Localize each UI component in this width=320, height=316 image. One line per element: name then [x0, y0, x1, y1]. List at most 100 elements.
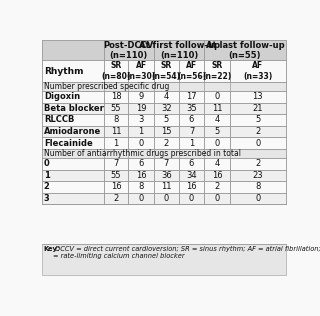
- Bar: [154, 60, 179, 82]
- Text: 7: 7: [189, 127, 194, 136]
- Bar: [230, 114, 286, 126]
- Bar: [42, 103, 104, 114]
- Bar: [179, 103, 204, 114]
- Text: 2: 2: [113, 194, 119, 203]
- Bar: [154, 170, 179, 181]
- Text: 15: 15: [161, 127, 172, 136]
- Bar: [128, 91, 154, 103]
- Bar: [128, 158, 154, 170]
- Bar: [128, 126, 154, 137]
- Bar: [42, 126, 104, 137]
- Bar: [104, 60, 128, 82]
- Bar: [204, 60, 230, 82]
- Bar: [128, 114, 154, 126]
- Bar: [42, 82, 286, 91]
- Text: 16: 16: [136, 171, 147, 180]
- Text: 11: 11: [212, 104, 222, 113]
- Bar: [179, 137, 204, 149]
- Text: 0: 0: [189, 194, 194, 203]
- Bar: [128, 103, 154, 114]
- Text: 6: 6: [189, 159, 194, 168]
- Bar: [128, 137, 154, 149]
- Text: 11: 11: [161, 182, 172, 191]
- Text: 19: 19: [136, 104, 146, 113]
- Bar: [42, 158, 104, 170]
- Bar: [128, 193, 154, 204]
- Bar: [230, 158, 286, 170]
- Text: 0: 0: [139, 138, 144, 148]
- Bar: [42, 91, 104, 103]
- Bar: [42, 244, 286, 275]
- Text: At first follow-up
(n=110): At first follow-up (n=110): [139, 40, 220, 60]
- Bar: [154, 91, 179, 103]
- Text: 2: 2: [255, 127, 260, 136]
- Bar: [179, 91, 204, 103]
- Text: 0: 0: [214, 138, 220, 148]
- Bar: [179, 158, 204, 170]
- Bar: [154, 181, 179, 193]
- Text: 55: 55: [111, 171, 121, 180]
- Text: AF
(n=56): AF (n=56): [177, 61, 206, 81]
- Text: SR
(n=54): SR (n=54): [152, 61, 181, 81]
- Bar: [104, 126, 128, 137]
- Bar: [42, 40, 104, 60]
- Bar: [204, 126, 230, 137]
- Text: 8: 8: [255, 182, 260, 191]
- Text: 55: 55: [111, 104, 121, 113]
- Bar: [154, 193, 179, 204]
- Bar: [204, 91, 230, 103]
- Text: 16: 16: [111, 182, 121, 191]
- Text: 0: 0: [164, 194, 169, 203]
- Text: 1: 1: [139, 127, 144, 136]
- Text: Flecainide: Flecainide: [44, 138, 92, 148]
- Text: SR
(n=22): SR (n=22): [203, 61, 232, 81]
- Bar: [42, 193, 104, 204]
- Text: 5: 5: [164, 115, 169, 125]
- Bar: [42, 170, 104, 181]
- Bar: [42, 114, 104, 126]
- Text: 7: 7: [113, 159, 119, 168]
- Text: 18: 18: [111, 92, 121, 101]
- Bar: [154, 137, 179, 149]
- Text: 4: 4: [214, 115, 220, 125]
- Text: 36: 36: [161, 171, 172, 180]
- Bar: [230, 126, 286, 137]
- Text: 4: 4: [214, 159, 220, 168]
- Bar: [128, 170, 154, 181]
- Text: 0: 0: [255, 194, 260, 203]
- Text: 16: 16: [186, 182, 197, 191]
- Bar: [154, 40, 204, 60]
- Bar: [128, 60, 154, 82]
- Bar: [230, 170, 286, 181]
- Bar: [204, 114, 230, 126]
- Text: Amiodarone: Amiodarone: [44, 127, 101, 136]
- Bar: [104, 137, 128, 149]
- Bar: [179, 181, 204, 193]
- Bar: [204, 158, 230, 170]
- Text: 7: 7: [164, 159, 169, 168]
- Text: 2: 2: [214, 182, 220, 191]
- Text: 6: 6: [189, 115, 194, 125]
- Text: 13: 13: [252, 92, 263, 101]
- Bar: [104, 158, 128, 170]
- Text: AF
(n=30): AF (n=30): [126, 61, 156, 81]
- Text: AF
(n=33): AF (n=33): [243, 61, 272, 81]
- Bar: [104, 193, 128, 204]
- Bar: [179, 114, 204, 126]
- Text: 3: 3: [139, 115, 144, 125]
- Bar: [179, 170, 204, 181]
- Text: 5: 5: [255, 115, 260, 125]
- Text: 16: 16: [212, 171, 222, 180]
- Bar: [104, 91, 128, 103]
- Text: 11: 11: [111, 127, 121, 136]
- Text: 0: 0: [255, 138, 260, 148]
- Bar: [128, 181, 154, 193]
- Text: 32: 32: [161, 104, 172, 113]
- Text: 3: 3: [44, 194, 50, 203]
- Bar: [154, 103, 179, 114]
- Text: Rhythm: Rhythm: [44, 67, 84, 76]
- Text: RLCCB: RLCCB: [44, 115, 74, 125]
- Bar: [42, 149, 286, 158]
- Bar: [42, 137, 104, 149]
- Text: Number of antiarrhythmic drugs prescribed in total: Number of antiarrhythmic drugs prescribe…: [44, 149, 241, 158]
